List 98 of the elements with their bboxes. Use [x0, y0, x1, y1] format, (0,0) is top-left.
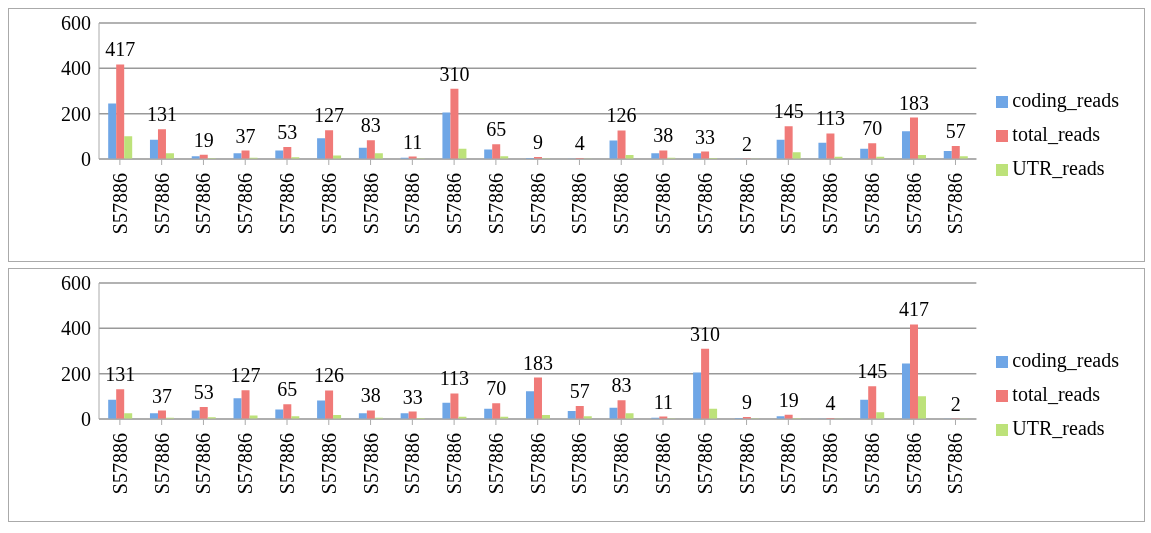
- x-tick-label: S57886: [902, 173, 925, 235]
- x-tick-label: S57886: [735, 433, 758, 495]
- data-label: 83: [611, 374, 632, 397]
- data-label: 53: [277, 120, 298, 143]
- x-tick-label: S57886: [652, 173, 675, 235]
- data-label: 131: [146, 103, 177, 126]
- x-tick-label: S57886: [234, 173, 257, 235]
- x-tick-label: S57886: [944, 173, 967, 235]
- y-tick-label: 400: [61, 317, 91, 340]
- x-tick-label: S57886: [443, 173, 466, 235]
- x-tick-label: S57886: [526, 433, 549, 495]
- x-tick-label: S57886: [693, 173, 716, 235]
- x-tick-label: S57886: [276, 173, 299, 235]
- y-tick-label: 600: [61, 272, 91, 295]
- data-label: 127: [230, 364, 261, 387]
- data-label: 19: [193, 128, 214, 151]
- x-tick-label: S57886: [819, 173, 842, 235]
- data-label: 2: [741, 132, 752, 155]
- x-tick-label: S57886: [484, 433, 507, 495]
- x-tick-label: S57886: [401, 433, 424, 495]
- legend-label: total_reads: [1012, 383, 1101, 405]
- x-tick-label: S57886: [610, 433, 633, 495]
- data-label: 145: [857, 360, 888, 383]
- data-label: 65: [486, 118, 507, 141]
- x-tick-label: S57886: [568, 173, 591, 235]
- data-label: 131: [105, 363, 136, 386]
- x-tick-label: S57886: [735, 173, 758, 235]
- data-label: 145: [773, 100, 804, 123]
- data-label: 417: [105, 38, 136, 61]
- x-tick-label: S57886: [276, 433, 299, 495]
- data-label: 57: [569, 380, 590, 403]
- legend-label: UTR_reads: [1012, 157, 1105, 179]
- x-tick-label: S57886: [652, 433, 675, 495]
- x-tick-label: S57886: [819, 433, 842, 495]
- data-label: 126: [314, 364, 345, 387]
- data-label: 53: [193, 380, 214, 403]
- data-label: 113: [439, 367, 470, 390]
- x-tick-label: S57886: [150, 173, 173, 235]
- legend-label: coding_reads: [1012, 349, 1119, 371]
- y-tick-label: 400: [61, 57, 91, 80]
- x-tick-label: S57886: [359, 433, 382, 495]
- data-label: 70: [862, 117, 883, 140]
- data-label: 33: [695, 125, 716, 148]
- data-label: 9: [741, 390, 752, 413]
- data-label: 19: [778, 388, 799, 411]
- y-tick-label: 200: [61, 102, 91, 125]
- x-tick-label: S57886: [108, 173, 131, 235]
- x-tick-label: S57886: [108, 433, 131, 495]
- data-label: 4: [825, 392, 836, 415]
- data-label: 310: [439, 62, 470, 85]
- x-tick-label: S57886: [777, 433, 800, 495]
- x-tick-label: S57886: [860, 173, 883, 235]
- data-label: 126: [606, 104, 637, 127]
- data-label: 183: [898, 91, 929, 114]
- data-label: 37: [235, 124, 256, 147]
- x-tick-label: S57886: [443, 433, 466, 495]
- data-label: 4: [574, 132, 585, 155]
- x-tick-label: S57886: [317, 433, 340, 495]
- data-label: 310: [690, 322, 721, 345]
- x-tick-label: S57886: [192, 173, 215, 235]
- data-label: 2: [950, 392, 961, 415]
- x-tick-label: S57886: [568, 433, 591, 495]
- x-tick-label: S57886: [860, 433, 883, 495]
- data-label: 11: [403, 130, 423, 153]
- x-tick-label: S57886: [526, 173, 549, 235]
- x-tick-label: S57886: [150, 433, 173, 495]
- data-label: 127: [314, 104, 345, 127]
- y-tick-label: 0: [81, 408, 91, 431]
- data-label: 38: [653, 124, 674, 147]
- data-label: 9: [532, 130, 543, 153]
- data-label: 57: [945, 120, 966, 143]
- data-label: 83: [360, 114, 381, 137]
- legend-label: UTR_reads: [1012, 417, 1105, 439]
- legend-label: total_reads: [1012, 123, 1101, 145]
- x-tick-label: S57886: [610, 173, 633, 235]
- data-label: 183: [522, 351, 553, 374]
- x-tick-label: S57886: [359, 173, 382, 235]
- data-label: 113: [815, 107, 846, 130]
- x-tick-label: S57886: [484, 173, 507, 235]
- data-label: 37: [151, 384, 172, 407]
- x-tick-label: S57886: [234, 433, 257, 495]
- y-tick-label: 600: [61, 12, 91, 35]
- data-label: 65: [277, 378, 298, 401]
- y-tick-label: 0: [81, 148, 91, 171]
- x-tick-label: S57886: [902, 433, 925, 495]
- legend-label: coding_reads: [1012, 89, 1119, 111]
- data-label: 38: [360, 384, 381, 407]
- x-tick-label: S57886: [693, 433, 716, 495]
- data-label: 11: [653, 390, 673, 413]
- x-tick-label: S57886: [777, 173, 800, 235]
- data-label: 33: [402, 385, 423, 408]
- x-tick-label: S57886: [401, 173, 424, 235]
- x-tick-label: S57886: [317, 173, 340, 235]
- x-tick-label: S57886: [192, 433, 215, 495]
- y-tick-label: 200: [61, 362, 91, 385]
- data-label: 417: [898, 298, 929, 321]
- data-label: 70: [486, 377, 507, 400]
- x-tick-label: S57886: [944, 433, 967, 495]
